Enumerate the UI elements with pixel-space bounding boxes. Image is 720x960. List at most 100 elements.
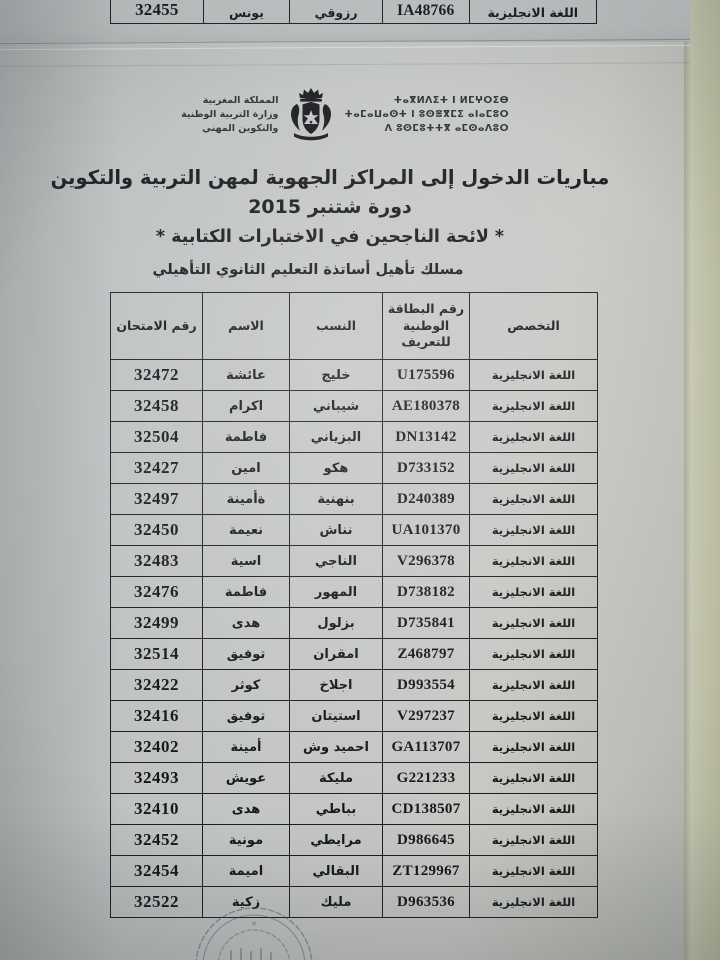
cell-first-name: امين xyxy=(202,452,290,484)
column-header-cin: رقم البطاقة الوطنية للتعريف xyxy=(382,292,470,360)
page-title: مباريات الدخول إلى المراكز الجهوية لمهن … xyxy=(50,166,610,189)
cell-last-name: نناش xyxy=(289,514,383,546)
cell-exam-number: 32410 xyxy=(110,793,203,825)
cell-exam-number: 32497 xyxy=(110,483,203,515)
cell-first-name: فاطمة xyxy=(202,421,290,453)
svg-text:★: ★ xyxy=(250,919,257,928)
cropped-cell-exam-number: 32455 xyxy=(135,0,179,19)
cell-exam-number: 32422 xyxy=(110,669,203,701)
cell-exam-number: 32452 xyxy=(110,824,203,856)
cell-cin: U175596 xyxy=(382,359,470,391)
cell-last-name: مرايطي xyxy=(289,824,383,856)
table-body: اللغة الانجليزية U175596 خليج عائشة 32472 الل… xyxy=(110,359,598,918)
cell-specialty: اللغة الانجليزية xyxy=(469,483,598,515)
table-row: اللغة الانجليزية UA101370 نناش نعيمة 32450 xyxy=(110,514,598,546)
table-row: اللغة الانجليزية U175596 خليج عائشة 32472 xyxy=(110,359,598,391)
cell-cin: DN13142 xyxy=(382,421,470,453)
table-row: اللغة الانجليزية GA113707 احميد وش أمينة 324… xyxy=(110,731,598,763)
cell-first-name: مونية xyxy=(202,824,290,856)
cropped-cell-first-name: يونس xyxy=(202,0,290,23)
cell-last-name: هكو xyxy=(289,452,383,484)
table-row: اللغة الانجليزية D738182 المهور فاطمة 32476 xyxy=(110,576,598,608)
cell-cin: D240389 xyxy=(382,483,470,515)
cell-last-name: استيتان xyxy=(289,700,383,732)
cell-first-name: أمينة xyxy=(202,731,290,763)
cell-specialty: اللغة الانجليزية xyxy=(469,545,598,577)
cell-first-name: نعيمة xyxy=(202,514,290,546)
cell-first-name: عائشة xyxy=(202,359,290,391)
cell-first-name: توفيق xyxy=(202,700,290,732)
cell-cin: UA101370 xyxy=(382,514,470,546)
cell-exam-number: 32499 xyxy=(110,607,203,639)
table-row: اللغة الانجليزية Z468797 امقران توفيق 32514 xyxy=(110,638,598,670)
cell-last-name: بنهنية xyxy=(289,483,383,515)
cell-cin: V296378 xyxy=(382,545,470,577)
cell-last-name: خليج xyxy=(289,359,383,391)
cell-last-name: شيباني xyxy=(289,390,383,422)
results-list-title: * لائحة الناجحين في الاختبارات الكتابية … xyxy=(155,226,505,247)
results-table: التخصص رقم البطاقة الوطنية للتعريف النسب… xyxy=(110,292,598,918)
cropped-table-row: اللغة الانجليزية IA48766 رزوقي يونس 3245… xyxy=(110,0,597,24)
cell-exam-number: 32472 xyxy=(110,359,203,391)
cell-specialty: اللغة الانجليزية xyxy=(469,762,598,794)
cell-last-name: اجلاخ xyxy=(289,669,383,701)
cell-last-name: مليك xyxy=(289,886,383,918)
table-row: اللغة الانجليزية D735841 بزلول هدى 32499 xyxy=(110,607,598,639)
cropped-cell-cin: IA48766 xyxy=(381,0,469,23)
desk-surface-right xyxy=(684,0,720,960)
table-row: اللغة الانجليزية D963536 مليك زكية 32522 xyxy=(110,886,598,918)
cell-first-name: عويش xyxy=(202,762,290,794)
cell-first-name: توفيق xyxy=(202,638,290,670)
table-row: اللغة الانجليزية D986645 مرايطي مونية 32452 xyxy=(110,824,598,856)
cell-specialty: اللغة الانجليزية xyxy=(469,638,598,670)
cell-specialty: اللغة الانجليزية xyxy=(469,793,598,825)
letterhead-arabic-text: المملكة المغربية وزارة التربية الوطنية و… xyxy=(181,95,279,134)
cell-last-name: البزياني xyxy=(289,421,383,453)
cell-cin: ZT129967 xyxy=(382,855,470,887)
table-row: اللغة الانجليزية ZT129967 البقالي اميمة 3245… xyxy=(110,855,598,887)
cell-cin: V297237 xyxy=(382,700,470,732)
table-row: اللغة الانجليزية DN13142 البزياني فاطمة 3250… xyxy=(110,421,598,453)
cell-first-name: زكية xyxy=(202,886,290,918)
cell-last-name: الناجي xyxy=(289,545,383,577)
upper-sheet-edge xyxy=(0,0,690,42)
column-header-exam-number: رقم الامتحان xyxy=(110,292,203,360)
cell-exam-number: 32476 xyxy=(110,576,203,608)
cell-specialty: اللغة الانجليزية xyxy=(469,421,598,453)
cell-exam-number: 32504 xyxy=(110,421,203,453)
cell-specialty: اللغة الانجليزية xyxy=(469,390,598,422)
table-row: اللغة الانجليزية CD138507 بباطي هدى 32410 xyxy=(110,793,598,825)
cell-specialty: اللغة الانجليزية xyxy=(469,700,598,732)
cell-last-name: بزلول xyxy=(289,607,383,639)
table-row: اللغة الانجليزية G221233 مليكة عويش 32493 xyxy=(110,762,598,794)
cell-specialty: اللغة الانجليزية xyxy=(469,731,598,763)
cell-specialty: اللغة الانجليزية xyxy=(469,886,598,918)
cell-cin: D738182 xyxy=(382,576,470,608)
cell-first-name: اميمة xyxy=(202,855,290,887)
cell-first-name: هدى xyxy=(202,793,290,825)
letterhead: ⵜⴰⴳⵍⴷⵉⵜ ⵏ ⵍⵎⵖⵔⵉⴱ ⵜⴰⵎⴰⵡⴰⵙⵜ ⵏ ⵓⵙⴻⴳⵎⵉ ⴰⵏⴰⵎⵓ… xyxy=(0,86,690,144)
document-titles: مباريات الدخول إلى المراكز الجهوية لمهن … xyxy=(0,163,660,250)
table-row: اللغة الانجليزية D240389 بنهنية ةأمينة 32497 xyxy=(110,483,598,515)
cell-exam-number: 32514 xyxy=(110,638,203,670)
cell-first-name: فاطمة xyxy=(202,576,290,608)
cell-cin: CD138507 xyxy=(382,793,470,825)
table-row: اللغة الانجليزية D733152 هكو امين 32427 xyxy=(110,452,598,484)
cell-exam-number: 32493 xyxy=(110,762,203,794)
cell-last-name: البقالي xyxy=(289,855,383,887)
cell-first-name: ةأمينة xyxy=(202,483,290,515)
cell-exam-number: 32427 xyxy=(110,452,203,484)
cell-first-name: كوثر xyxy=(202,669,290,701)
column-header-specialty: التخصص xyxy=(469,292,598,360)
table-row: اللغة الانجليزية V297237 استيتان توفيق 32416 xyxy=(110,700,598,732)
cell-exam-number: 32483 xyxy=(110,545,203,577)
moroccan-coat-of-arms-emblem xyxy=(291,88,332,141)
cell-first-name: اكرام xyxy=(202,390,290,422)
table-header-row: التخصص رقم البطاقة الوطنية للتعريف النسب… xyxy=(110,292,598,360)
cell-exam-number: 32402 xyxy=(110,731,203,763)
cell-cin: Z468797 xyxy=(382,638,470,670)
cell-exam-number: 32416 xyxy=(110,700,203,732)
cell-exam-number: 32450 xyxy=(110,514,203,546)
cell-specialty: اللغة الانجليزية xyxy=(469,359,598,391)
